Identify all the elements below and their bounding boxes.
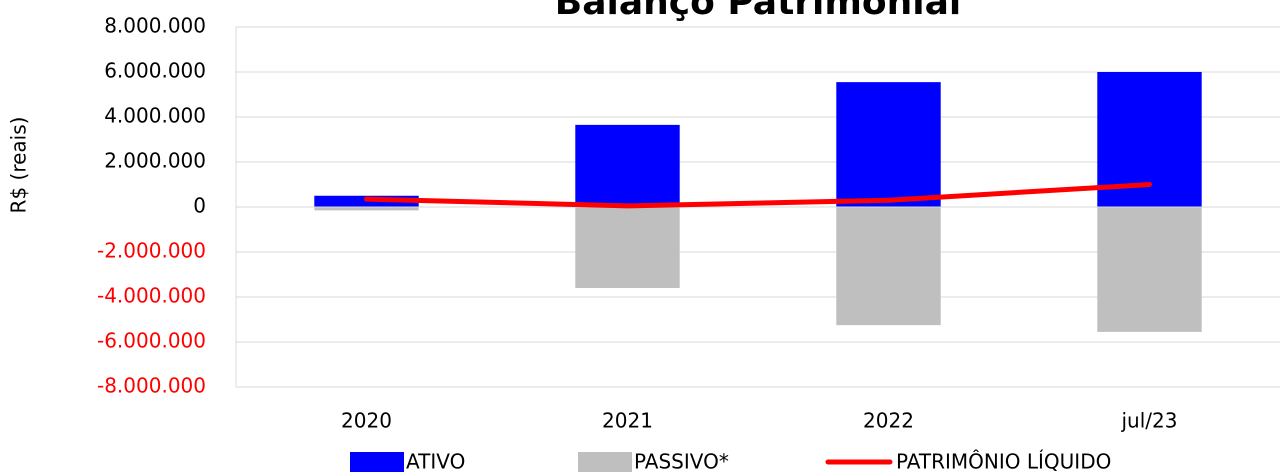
- chart-title: Balanço Patrimonial: [555, 0, 961, 23]
- y-axis-label: R$ (reais): [7, 117, 31, 214]
- bar: [836, 82, 941, 207]
- legend-label: ATIVO: [406, 450, 465, 474]
- y-tick-label: 4.000.000: [104, 104, 206, 128]
- line: [364, 182, 1152, 209]
- x-tick-label: jul/23: [1121, 409, 1178, 433]
- y-tick-label: 2.000.000: [104, 149, 206, 173]
- x-tick-label: 2021: [602, 409, 653, 433]
- bar: [575, 124, 680, 207]
- bar: [575, 207, 680, 288]
- bar: [836, 207, 941, 326]
- y-tick-label: -2.000.000: [97, 239, 206, 263]
- y-tick-label: 6.000.000: [104, 59, 206, 83]
- x-tick-label: 2022: [863, 409, 914, 433]
- y-tick-label: -8.000.000: [97, 374, 206, 398]
- y-tick-label: -4.000.000: [97, 284, 206, 308]
- legend-label: PATRIMÔNIO LÍQUIDO: [896, 450, 1111, 474]
- y-tick-label: 8.000.000: [104, 14, 206, 38]
- bar: [1097, 207, 1202, 332]
- y-tick-label: -6.000.000: [97, 329, 206, 353]
- bar: [314, 207, 419, 211]
- y-tick-label: 0: [193, 194, 206, 218]
- legend-swatch: [350, 452, 404, 472]
- legend-label: PASSIVO*: [634, 450, 729, 474]
- legend-swatch: [578, 452, 632, 472]
- x-tick-label: 2020: [341, 409, 392, 433]
